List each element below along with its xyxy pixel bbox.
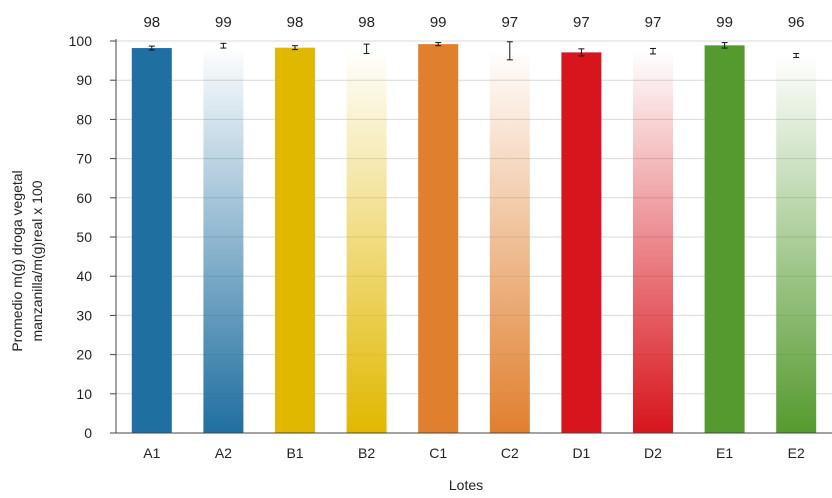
y-tick-label: 50 — [76, 229, 92, 245]
x-tick-label-B2: B2 — [358, 445, 375, 461]
data-label-A2: 99 — [215, 14, 232, 31]
x-tick-label-A1: A1 — [143, 445, 160, 461]
error-bar-D2 — [650, 47, 656, 55]
y-axis-title-line1: Promedio m(g) droga vegetal — [9, 170, 25, 351]
x-tick-label-B1: B1 — [286, 445, 303, 461]
labels: 0 10 20 30 40 50 60 70 80 90 100 98 A1 99 A2 98 B1 98 B2 99… — [69, 14, 805, 461]
bar-E1 — [704, 45, 745, 433]
x-tick-label-C1: C1 — [429, 445, 447, 461]
x-tick-label-E1: E1 — [716, 445, 733, 461]
bars — [131, 44, 817, 434]
data-label-A1: 98 — [143, 14, 160, 31]
y-tick-label: 90 — [76, 72, 92, 88]
y-tick-label: 80 — [76, 111, 92, 127]
x-axis-title: Lotes — [449, 477, 483, 493]
x-tick-label-C2: C2 — [501, 445, 519, 461]
error-bar-D1 — [578, 48, 585, 57]
x-tick-label-A2: A2 — [215, 445, 232, 461]
error-bar-A1 — [148, 45, 155, 51]
y-tick-label: 40 — [76, 268, 92, 284]
bar-B2 — [346, 48, 387, 434]
error-bar-E1 — [721, 42, 728, 49]
bar-E2 — [776, 55, 817, 434]
data-label-B1: 98 — [287, 14, 304, 31]
x-tick-label-E2: E2 — [788, 445, 805, 461]
data-label-D2: 97 — [645, 14, 662, 31]
error-bar-A2 — [220, 42, 227, 49]
x-tick-label-D1: D1 — [572, 445, 590, 461]
data-label-B2: 98 — [358, 14, 375, 31]
y-tick-label: 70 — [76, 151, 92, 167]
data-label-C1: 99 — [430, 14, 447, 31]
bar-C2 — [489, 50, 530, 434]
error-bar-E2 — [793, 53, 800, 58]
y-axis-title-line2: manzanilla/m(g)real x 100 — [29, 180, 45, 341]
axes — [110, 39, 832, 434]
bar-C1 — [418, 44, 459, 434]
error-bar-B1 — [292, 45, 298, 51]
error-bar-C1 — [435, 42, 442, 47]
error-bar-B2 — [363, 43, 370, 55]
y-tick-label: 60 — [76, 190, 92, 206]
data-label-D1: 97 — [573, 14, 590, 31]
bar-D1 — [561, 52, 602, 433]
y-tick-label: 10 — [76, 386, 92, 402]
bar-D2 — [633, 51, 673, 433]
bar-A1 — [131, 48, 172, 433]
error-bar-C2 — [506, 41, 513, 61]
data-label-E1: 99 — [716, 14, 733, 31]
data-label-C2: 97 — [501, 14, 518, 31]
bar-B1 — [275, 47, 315, 433]
error-bars — [148, 41, 800, 61]
bar-A2 — [203, 45, 244, 433]
y-tick-label: 100 — [69, 33, 93, 49]
x-tick-label-D2: D2 — [644, 445, 662, 461]
y-tick-label: 30 — [76, 307, 92, 323]
y-tick-label: 0 — [84, 425, 92, 441]
y-tick-label: 20 — [76, 347, 92, 363]
data-label-E2: 96 — [788, 14, 805, 31]
